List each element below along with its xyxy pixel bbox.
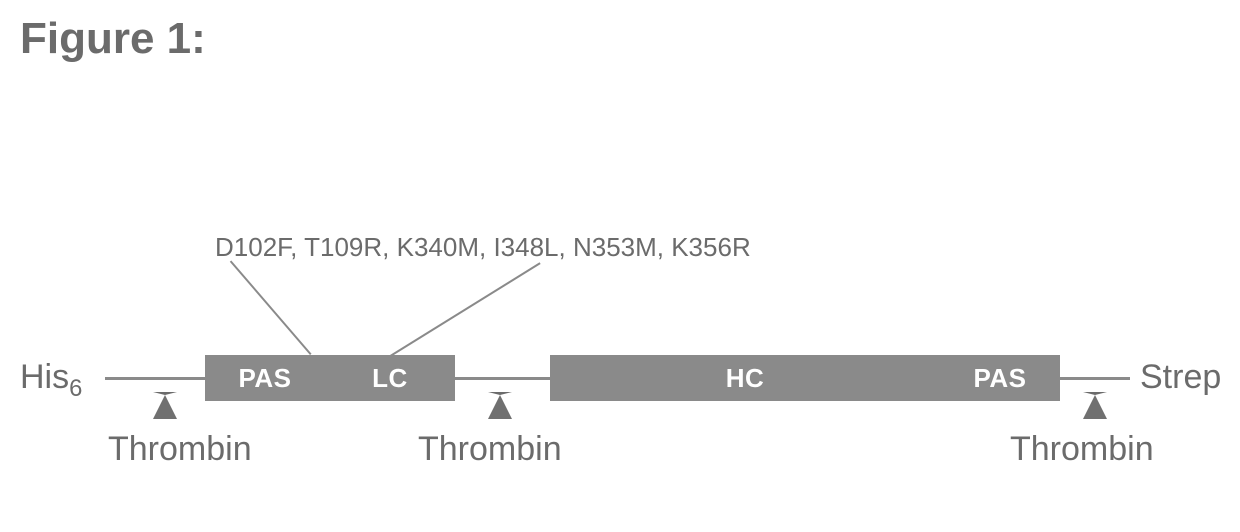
thrombin-arrow-icon — [153, 392, 177, 419]
his6-tag-label: His6 — [20, 358, 82, 403]
thrombin-label: Thrombin — [418, 430, 562, 469]
domain-lc: LC — [325, 355, 455, 401]
figure-canvas: Figure 1: D102F, T109R, K340M, I348L, N3… — [0, 0, 1240, 532]
thrombin-arrow-icon — [488, 392, 512, 419]
mutation-callout-line — [390, 262, 541, 357]
thrombin-arrow-icon — [1083, 392, 1107, 419]
strep-tag-label: Strep — [1140, 358, 1221, 397]
thrombin-label: Thrombin — [108, 430, 252, 469]
domain-pas2: PAS — [940, 355, 1060, 401]
figure-title: Figure 1: — [20, 14, 206, 64]
domain-hc: HC — [550, 355, 940, 401]
mutation-list: D102F, T109R, K340M, I348L, N353M, K356R — [215, 232, 751, 263]
thrombin-label: Thrombin — [1010, 430, 1154, 469]
mutation-callout-line — [230, 261, 312, 355]
domain-pas1: PAS — [205, 355, 325, 401]
